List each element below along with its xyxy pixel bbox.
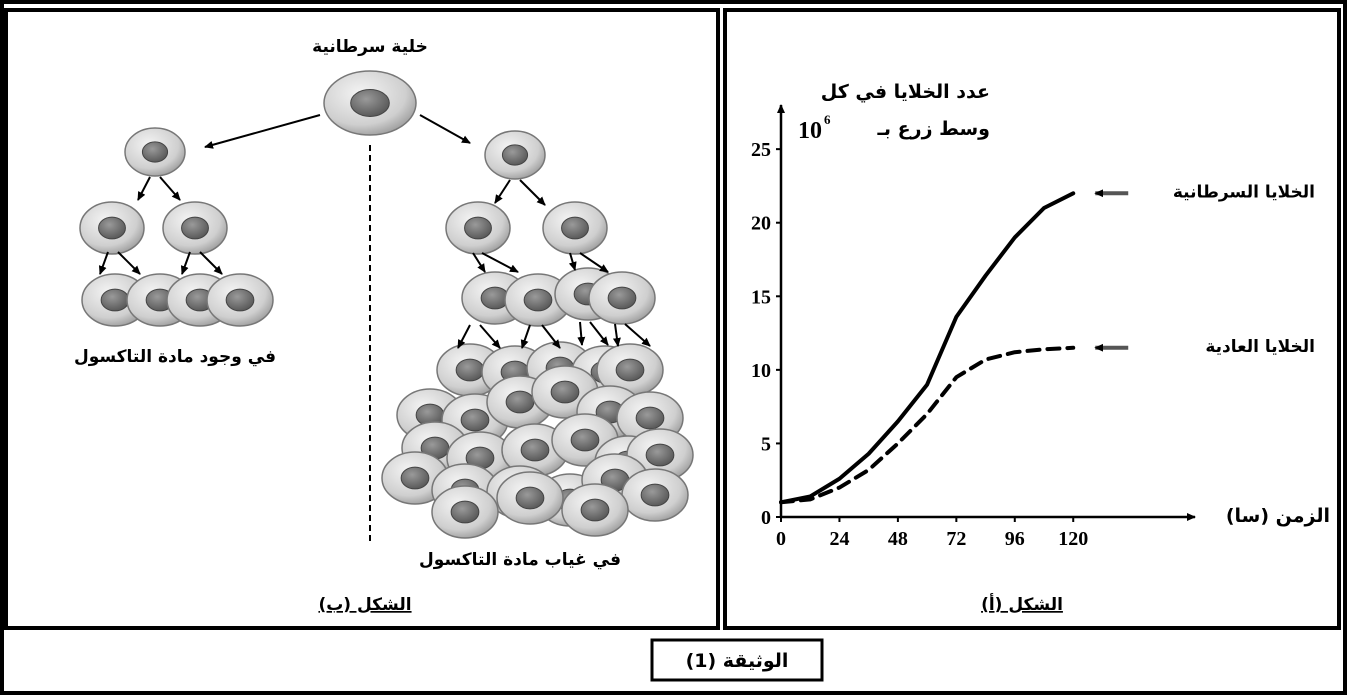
nucleus — [451, 501, 479, 523]
arrow — [570, 253, 575, 270]
label: خلية سرطانية — [312, 37, 428, 57]
y-tick-label: 15 — [751, 286, 771, 308]
cell — [324, 71, 416, 135]
nucleus — [99, 217, 126, 239]
x-tick-label: 96 — [1005, 528, 1025, 550]
arrow — [473, 253, 485, 272]
arrow — [590, 322, 608, 345]
nucleus — [524, 289, 552, 311]
x-tick-label: 72 — [946, 528, 966, 550]
nucleus — [456, 359, 484, 381]
x-tick-label: 0 — [776, 528, 786, 550]
cell — [589, 272, 655, 324]
arrow — [160, 177, 180, 200]
nucleus — [646, 444, 674, 466]
nucleus — [551, 381, 579, 403]
nucleus — [461, 409, 489, 431]
nucleus — [142, 142, 167, 162]
nucleus — [101, 289, 129, 311]
y-axis-label: وسط زرع بـ — [876, 118, 990, 140]
label: في غياب مادة التاكسول — [419, 550, 621, 570]
panel-a — [725, 10, 1339, 628]
data-line — [781, 193, 1073, 502]
nucleus — [182, 217, 209, 239]
figure-a: 0 5 10 15 20 25 0 24 48 72 96 120 الخلايا السرطانية ا… — [751, 81, 1330, 615]
cell — [543, 202, 607, 254]
x-tick-label: 48 — [888, 528, 908, 550]
y-unit-base: 10 — [798, 118, 822, 144]
arrow — [625, 324, 650, 346]
cell — [446, 202, 510, 254]
nucleus — [636, 407, 664, 429]
nucleus — [608, 287, 636, 309]
arrow — [205, 115, 320, 147]
y-tick-label: 10 — [751, 360, 771, 382]
arrow — [200, 252, 222, 274]
document-title: الوثيقة (1) — [686, 650, 789, 672]
nucleus — [641, 484, 669, 506]
cell — [207, 274, 273, 326]
arrow — [482, 253, 518, 272]
arrow — [100, 252, 108, 274]
cell — [497, 472, 563, 524]
caption: الشكل (أ) — [981, 593, 1063, 615]
figure-b: خلية سرطانية في وجود مادة التاكسول في غي… — [74, 37, 693, 615]
document: الوثيقة (1) خلية سرطانية في وجود مادة ال… — [0, 0, 1347, 695]
x-tick-label: 120 — [1058, 528, 1088, 550]
cell — [432, 486, 498, 538]
y-tick-label: 25 — [751, 139, 771, 161]
cell — [562, 484, 628, 536]
nucleus — [562, 217, 589, 239]
x-axis-label: الزمن (سا) — [1226, 505, 1330, 527]
y-axis-label: عدد الخلايا في كل — [821, 81, 990, 103]
data-line — [781, 348, 1073, 503]
legend-label: الخلايا السرطانية — [1173, 182, 1315, 202]
nucleus — [506, 391, 534, 413]
cell — [485, 131, 545, 179]
nucleus — [521, 439, 549, 461]
cell — [80, 202, 144, 254]
nucleus — [226, 289, 254, 311]
arrow — [138, 177, 150, 200]
nucleus — [401, 467, 429, 489]
nucleus — [616, 359, 644, 381]
arrow — [118, 252, 140, 274]
arrow — [420, 115, 470, 143]
cell — [622, 469, 688, 521]
caption: الشكل (ب) — [318, 595, 411, 615]
arrow — [522, 325, 530, 348]
y-unit-exponent: 6 — [824, 112, 831, 127]
y-tick-label: 5 — [761, 433, 771, 455]
cell — [163, 202, 227, 254]
arrow — [495, 180, 510, 203]
nucleus — [502, 145, 527, 165]
x-tick-label: 24 — [829, 528, 849, 550]
arrow — [580, 322, 582, 345]
cell — [125, 128, 185, 176]
arrow — [480, 325, 500, 348]
arrow — [615, 324, 618, 346]
nucleus — [516, 487, 544, 509]
page: { "document_title": "الوثيقة (1)", "figu… — [0, 0, 1347, 695]
nucleus — [351, 90, 390, 117]
arrow — [182, 252, 190, 274]
y-tick-label: 20 — [751, 213, 771, 235]
nucleus — [581, 499, 609, 521]
nucleus — [465, 217, 492, 239]
arrow — [520, 180, 545, 205]
nucleus — [571, 429, 599, 451]
legend-label: الخلايا العادية — [1205, 337, 1315, 357]
label: في وجود مادة التاكسول — [74, 347, 276, 367]
y-tick-label: 0 — [761, 507, 771, 529]
